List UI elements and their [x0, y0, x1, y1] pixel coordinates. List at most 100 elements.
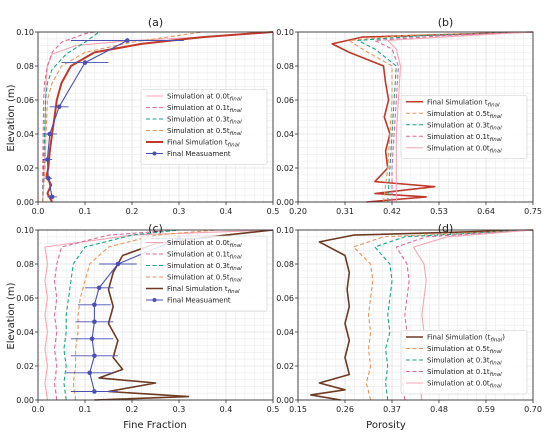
panel-d-grid — [297, 229, 534, 401]
panel-c-legend-box — [140, 235, 268, 312]
panel-a-xtick-label: 0.4 — [220, 207, 233, 216]
panel-d-frame — [297, 229, 534, 401]
panel-d-legend-label: Final Simulation (tfinal) — [427, 334, 505, 344]
panel-d-series-simulation-at-0-1t-final-line — [395, 229, 534, 401]
panel-c-title: (c) — [148, 222, 163, 235]
panel-a-legend-label: Simulation at 0.1tfinal — [167, 104, 242, 114]
panel-b-ytick-label: 0.06 — [276, 96, 294, 105]
panel-b-xtick-label: 0.53 — [430, 207, 448, 216]
panel-c-legend: Simulation at 0.0tfinal Simulation at 0.1… — [140, 235, 268, 312]
panel-a-xtick-label: 0.3 — [173, 207, 186, 216]
panel-a-ytick-label: 0.00 — [16, 198, 34, 207]
panel-c: 0.0 0.1 0.2 0.3 0.4 0.5 0.00 0.02 0.04 0.06 0.08 0.… — [16, 222, 279, 414]
panel-d-ytick-label: 0.02 — [276, 362, 294, 371]
panel-c-legend-marker — [152, 298, 157, 302]
panel-d-ytick-label: 0.08 — [276, 260, 294, 269]
panel-b-xtick-label: 0.20 — [289, 207, 307, 216]
panel-d-legend: Final Simulation (tfinal)Simulation at 0… — [400, 330, 528, 395]
panel-b-legend: Final Simulation tfinal Simulation at 0.5… — [400, 94, 528, 160]
xlabel-porosity: Porosity — [366, 420, 406, 431]
panel-b-series-simulation-at-0-1t-final-line — [374, 31, 534, 202]
panel-c-xtick-label: 0.2 — [126, 405, 139, 414]
panel-b-series-simulation-at-0-5t-final-line — [348, 31, 534, 203]
panel-b-legend-label: Final Simulation tfinal — [427, 98, 500, 108]
panel-b-xtick-label: 0.75 — [524, 207, 542, 216]
panel-a-ytick-label: 0.04 — [16, 130, 34, 139]
panel-c-series-simulation-at-0-0t-final-line — [44, 229, 274, 401]
panel-b-series-final-simulation-t-final-line — [331, 31, 534, 203]
panel-b-legend-label: Simulation at 0.0tfinal — [427, 144, 502, 154]
panel-a-ytick-label: 0.08 — [16, 62, 34, 71]
ylabel-top: Elevation (m) — [6, 84, 17, 151]
panel-c-xtick-label: 0.4 — [220, 405, 233, 414]
panel-c-series-final-measuament-point — [92, 319, 97, 325]
panel-a-xtick-label: 0.5 — [267, 207, 280, 216]
panel-d-xtick-label: 0.59 — [477, 405, 495, 414]
panel-c-series-final-measuament-point — [92, 302, 97, 308]
panel-a-legend-label: Final Simulation tfinal — [167, 139, 240, 149]
panel-c-ytick-label: 0.04 — [16, 328, 34, 337]
panel-a-series-final-measuament-point — [56, 104, 62, 110]
panel-c-series-final-measuament-point — [92, 353, 97, 359]
panel-b-xtick-label: 0.64 — [477, 207, 495, 216]
panel-d-legend-box — [400, 330, 528, 395]
panel-a-legend-marker — [152, 151, 157, 156]
panel-c-series-simulation-at-0-1t-final-line — [53, 229, 180, 401]
panel-c-ytick-label: 0.10 — [16, 226, 34, 235]
panel-d-series-final-simulation-t-final-line — [309, 229, 534, 401]
panel-a-series-simulation-at-0-3t-final-line — [42, 31, 100, 203]
panel-d-ytick-label: 0.06 — [276, 294, 294, 303]
panel-a-ytick-label: 0.10 — [16, 28, 34, 37]
panel-a-series-final-measuament-point — [125, 38, 130, 43]
panel-a-legend-label: Simulation at 0.5tfinal — [167, 127, 242, 137]
panel-a-legend-label: Simulation at 0.0tfinal — [167, 93, 242, 103]
panel-b-ytick-label: 0.02 — [276, 164, 294, 173]
panel-d-legend-label: Simulation at 0.5tfinal — [427, 345, 502, 355]
panel-a: 0.0 0.1 0.2 0.3 0.4 0.5 0.00 0.02 0.04 0.06 0.08 0.… — [16, 16, 279, 216]
panel-c-xtick-label: 0.1 — [79, 405, 92, 414]
panel-c-legend-label: Final Measuament — [167, 297, 231, 305]
panel-b-legend-label: Simulation at 0.1tfinal — [427, 133, 502, 143]
panel-c-series-final-measuament-point — [89, 336, 95, 342]
panel-c-xtick-label: 0.5 — [267, 405, 280, 414]
panel-d-xtick-label: 0.26 — [336, 405, 354, 414]
panel-c-legend-label: Final Simulation tfinal — [167, 285, 240, 295]
panel-a-series-final-measuament-point — [49, 194, 55, 200]
panel-b-xtick-label: 0.31 — [336, 207, 354, 216]
panel-d-ytick-label: 0.04 — [276, 328, 294, 337]
panel-a-xtick-label: 0.1 — [79, 207, 92, 216]
panel-a-xtick-label: 0.0 — [32, 207, 45, 216]
panel-b-ytick-label: 0.10 — [276, 28, 294, 37]
panel-b-frame — [297, 31, 534, 203]
panel-c-series-simulation-at-0-5t-final-line — [72, 229, 217, 401]
panel-a-series-simulation-at-0-1t-final-line — [42, 31, 95, 202]
panel-c-series-final-measuament-point — [115, 261, 121, 267]
xlabel-fine-fraction: Fine Fraction — [123, 420, 186, 431]
panel-c-ytick-label: 0.00 — [16, 396, 34, 405]
panel-c-ytick-label: 0.02 — [16, 362, 34, 371]
panel-d-xtick-label: 0.70 — [524, 405, 542, 414]
panel-d-ytick-label: 0.10 — [276, 226, 294, 235]
panel-d-xtick-label: 0.15 — [289, 405, 307, 414]
panel-b-title: (b) — [438, 16, 454, 29]
ylabel-bottom: Elevation (m) — [6, 282, 17, 349]
panel-d: 0.15 0.26 0.37 0.48 0.59 0.70 0.00 0.02 0.04 0.06… — [276, 222, 542, 414]
panel-a-series-final-measuament-point — [45, 157, 50, 162]
panel-d-title: (d) — [438, 222, 454, 235]
panel-b-xtick-label: 0.42 — [383, 207, 401, 216]
panel-c-series-final-measuament-point — [92, 389, 97, 394]
panel-a-series-simulation-at-0-0t-final-line — [42, 31, 274, 203]
panel-a-xtick-label: 0.2 — [126, 207, 139, 216]
panel-a-ytick-label: 0.06 — [16, 96, 34, 105]
panel-d-ytick-label: 0.00 — [276, 396, 294, 405]
panel-a-legend-label: Final Measuament — [167, 150, 231, 158]
panel-c-series-simulation-at-0-3t-final-line — [63, 229, 180, 401]
panel-c-xtick-label: 0.0 — [32, 405, 45, 414]
panel-d-legend-label: Simulation at 0.0tfinal — [427, 380, 502, 390]
panel-c-legend-label: Simulation at 0.1tfinal — [167, 251, 242, 261]
panel-b-legend-label: Simulation at 0.3tfinal — [427, 121, 502, 131]
panel-b-ytick-label: 0.04 — [276, 130, 294, 139]
panel-c-ytick-label: 0.06 — [16, 294, 34, 303]
